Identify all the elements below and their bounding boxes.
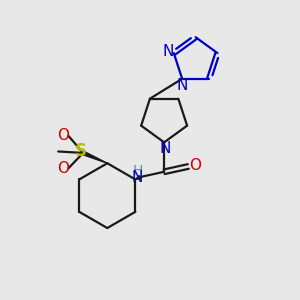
- Text: N: N: [163, 44, 174, 59]
- Text: S: S: [75, 142, 87, 160]
- Text: O: O: [189, 158, 201, 173]
- Text: O: O: [57, 161, 69, 176]
- Polygon shape: [135, 176, 141, 179]
- Polygon shape: [82, 151, 107, 163]
- Text: H: H: [132, 164, 143, 178]
- Text: O: O: [57, 128, 69, 143]
- Text: N: N: [132, 170, 143, 185]
- Text: N: N: [159, 141, 170, 156]
- Text: N: N: [176, 78, 188, 93]
